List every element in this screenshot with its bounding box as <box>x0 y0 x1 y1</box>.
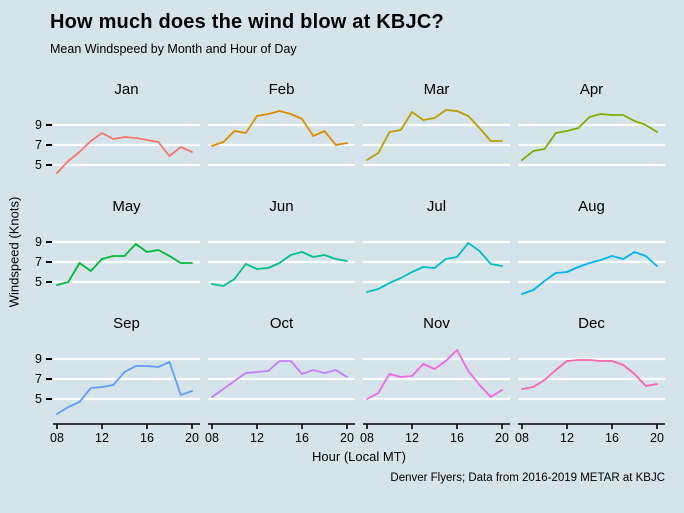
facet-panel-aug <box>518 240 665 295</box>
facet-panel-nov <box>363 349 510 429</box>
facet-panel-mar <box>363 109 510 167</box>
y-tick-label-row3-9: 9 <box>35 352 42 366</box>
windspeed-line-apr <box>521 113 658 161</box>
x-tick-label-nov-08: 08 <box>360 431 374 445</box>
facet-title-nov: Nov <box>423 315 450 332</box>
x-axis-title: Hour (Local MT) <box>312 449 406 464</box>
facet-panel-jan <box>53 123 200 174</box>
facet-title-aug: Aug <box>578 198 605 215</box>
y-tick-mark <box>46 281 52 283</box>
facet-title-jul: Jul <box>426 198 447 215</box>
x-tick-label-sep-08: 08 <box>50 431 64 445</box>
windspeed-line-mar <box>366 109 503 161</box>
y-tick-label-row3-7: 7 <box>35 372 42 386</box>
facet-panel-apr <box>518 113 665 167</box>
facet-panel-may <box>53 240 200 286</box>
y-axis-title: Windspeed (Knots) <box>6 196 22 308</box>
y-tick-label-row2-7: 7 <box>35 255 42 269</box>
chart-subtitle: Mean Windspeed by Month and Hour of Day <box>50 42 297 56</box>
y-tick-label-row1-5: 5 <box>35 158 42 172</box>
facet-panel-oct <box>208 357 355 429</box>
y-tick-mark <box>46 261 52 263</box>
y-tick-mark <box>46 124 52 126</box>
facet-panel-jun <box>208 240 355 287</box>
windspeed-line-feb <box>211 110 348 147</box>
windspeed-line-may <box>56 243 193 286</box>
y-tick-mark <box>46 378 52 380</box>
y-tick-label-row1-9: 9 <box>35 118 42 132</box>
windspeed-line-oct <box>211 360 348 398</box>
x-tick-label-oct-16: 16 <box>295 431 309 445</box>
x-tick-label-nov-12: 12 <box>405 431 419 445</box>
facet-title-feb: Feb <box>268 81 295 98</box>
facet-panel-sep <box>53 357 200 429</box>
facet-title-mar: Mar <box>423 81 450 98</box>
source-caption: Denver Flyers; Data from 2016-2019 METAR… <box>390 472 665 484</box>
windspeed-line-jan <box>56 132 193 174</box>
y-tick-mark <box>46 241 52 243</box>
y-tick-label-row2-5: 5 <box>35 275 42 289</box>
windspeed-line-jun <box>211 251 348 287</box>
x-tick-label-oct-12: 12 <box>250 431 264 445</box>
y-tick-mark <box>46 398 52 400</box>
y-tick-label-row1-7: 7 <box>35 138 42 152</box>
facet-panel-jul <box>363 240 510 293</box>
windspeed-line-sep <box>56 361 193 415</box>
x-tick-label-nov-16: 16 <box>450 431 464 445</box>
x-tick-label-oct-20: 20 <box>340 431 354 445</box>
facet-title-jan: Jan <box>114 81 139 98</box>
facet-title-dec: Dec <box>578 315 605 332</box>
y-tick-mark <box>46 164 52 166</box>
facet-title-sep: Sep <box>113 315 140 332</box>
y-tick-label-row3-5: 5 <box>35 392 42 406</box>
x-tick-label-dec-20: 20 <box>650 431 664 445</box>
facet-title-oct: Oct <box>269 315 294 332</box>
y-tick-mark <box>46 358 52 360</box>
facet-panel-dec <box>518 357 665 429</box>
x-tick-label-sep-16: 16 <box>140 431 154 445</box>
windspeed-line-jul <box>366 242 503 293</box>
windspeed-line-aug <box>521 251 658 295</box>
facet-title-may: May <box>112 198 141 215</box>
windspeed-line-nov <box>366 349 503 400</box>
x-tick-label-oct-08: 08 <box>205 431 219 445</box>
x-tick-label-sep-12: 12 <box>95 431 109 445</box>
windspeed-line-dec <box>521 359 658 390</box>
x-tick-label-dec-08: 08 <box>515 431 529 445</box>
chart-title: How much does the wind blow at KBJC? <box>50 11 444 33</box>
x-tick-label-sep-20: 20 <box>185 431 199 445</box>
y-tick-mark <box>46 144 52 146</box>
x-tick-label-dec-16: 16 <box>605 431 619 445</box>
x-tick-label-nov-20: 20 <box>495 431 509 445</box>
x-tick-label-dec-12: 12 <box>560 431 574 445</box>
facet-panel-feb <box>208 110 355 167</box>
y-tick-label-row2-9: 9 <box>35 235 42 249</box>
facet-title-jun: Jun <box>269 198 294 215</box>
facet-title-apr: Apr <box>579 81 604 98</box>
